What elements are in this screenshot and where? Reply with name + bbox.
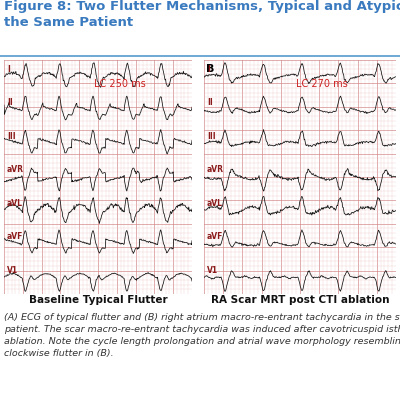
Text: III: III	[207, 132, 216, 141]
Text: (A) ECG of typical flutter and (B) right atrium macro-re-entrant tachycardia in : (A) ECG of typical flutter and (B) right…	[4, 313, 400, 358]
Text: aVR: aVR	[7, 165, 24, 174]
Text: aVF: aVF	[207, 232, 223, 241]
Text: Figure 8: Two Flutter Mechanisms, Typical and Atypical, in
the Same Patient: Figure 8: Two Flutter Mechanisms, Typica…	[4, 0, 400, 29]
Text: I: I	[7, 65, 10, 74]
Text: V1: V1	[7, 266, 18, 274]
Text: aVL: aVL	[7, 199, 23, 208]
Text: II: II	[207, 98, 213, 108]
Text: B: B	[206, 64, 214, 74]
Text: Baseline Typical Flutter: Baseline Typical Flutter	[29, 295, 167, 306]
Text: V1: V1	[207, 266, 218, 274]
Text: aVR: aVR	[207, 165, 224, 174]
Text: LC 250 ms: LC 250 ms	[94, 79, 146, 89]
Text: aVL: aVL	[207, 199, 223, 208]
Text: LC 270 ms: LC 270 ms	[296, 79, 348, 89]
Text: III: III	[7, 132, 16, 141]
Text: RA Scar MRT post CTI ablation: RA Scar MRT post CTI ablation	[211, 295, 389, 306]
Text: aVF: aVF	[7, 232, 23, 241]
Text: II: II	[7, 98, 12, 108]
Text: I: I	[207, 65, 210, 74]
